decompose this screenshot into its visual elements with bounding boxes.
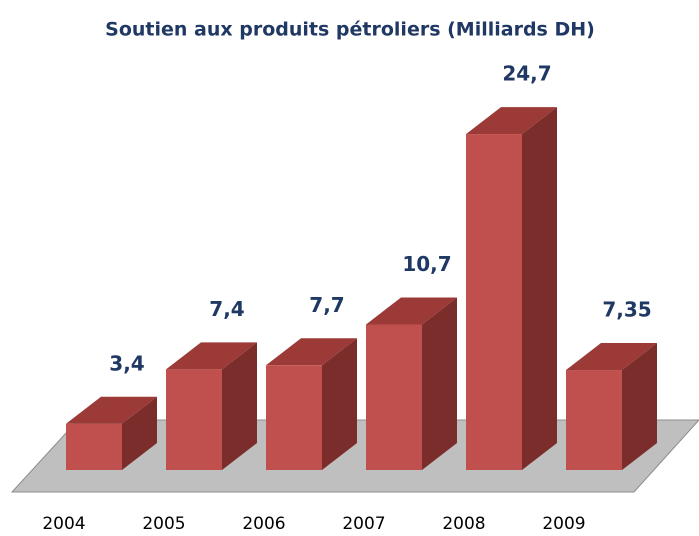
bar-side [522,107,557,470]
bar-side [322,338,357,470]
bar-side [122,396,157,470]
x-tick-label: 2009 [542,514,585,534]
bar-top [366,297,457,325]
bar [466,134,522,470]
bar [66,423,122,470]
data-label: 3,4 [109,351,144,375]
x-tick-label: 2004 [42,514,85,534]
data-label: 24,7 [502,62,551,86]
bar [266,365,322,470]
bar-top [466,107,557,135]
bar-top [66,396,157,424]
bar [566,370,622,470]
x-tick-label: 2005 [142,514,185,534]
data-label: 10,7 [402,252,451,276]
bar-side [222,342,257,470]
x-tick-label: 2007 [342,514,385,534]
x-tick-label: 2006 [242,514,285,534]
bar-top [166,342,257,370]
bar-side [622,343,657,470]
x-tick-label: 2008 [442,514,485,534]
data-label: 7,7 [309,293,344,317]
chart-title: Soutien aux produits pétroliers (Milliar… [105,19,595,41]
data-label: 7,35 [602,298,651,322]
bar [166,369,222,470]
bar-top [266,338,357,366]
bar [366,324,422,470]
bar-side [422,297,457,470]
bar-top [566,343,657,371]
data-label: 7,4 [209,297,244,321]
